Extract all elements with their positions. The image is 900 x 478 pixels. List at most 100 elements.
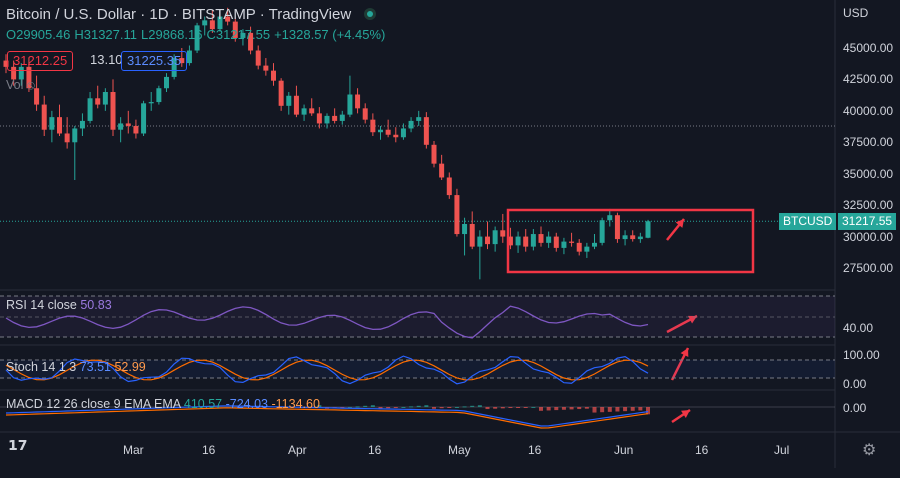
candle-body <box>607 215 613 221</box>
macd-histogram-bar <box>409 406 414 408</box>
buy-price-button[interactable]: 31225.35 <box>121 51 188 71</box>
candle-body <box>439 163 445 178</box>
macd-histogram-bar <box>638 407 643 411</box>
candle-body <box>240 32 246 38</box>
macd-legend[interactable]: MACD 12 26 close 9 EMA EMA 410.57 -724.0… <box>6 397 320 411</box>
candle-body <box>118 123 124 130</box>
macd-histogram-bar <box>500 407 505 409</box>
candle-body <box>87 98 93 121</box>
time-tick-label: Jun <box>614 443 634 457</box>
price-tick-label: 37500.00 <box>843 135 894 150</box>
candle-body <box>378 129 383 133</box>
low-value: L29868.16 <box>141 27 203 42</box>
candle-body <box>72 128 78 143</box>
candle-body <box>225 16 231 22</box>
candle-body <box>79 120 85 129</box>
candle-body <box>3 60 9 67</box>
candle-body <box>49 117 55 130</box>
candle-body <box>202 20 208 26</box>
stoch-k-line <box>5 355 649 385</box>
time-tick-label: 16 <box>528 443 542 457</box>
symbol-title[interactable]: Bitcoin / U.S. Dollar · 1D · BITSTAMP · … <box>6 6 352 23</box>
macd-histogram-bar <box>577 407 582 410</box>
candle-body <box>462 224 468 235</box>
candle-body <box>110 92 116 130</box>
macd-histogram-bar <box>600 407 605 413</box>
stoch-band <box>0 360 835 378</box>
candle-body <box>347 94 353 115</box>
time-tick-label: Jul <box>774 443 790 457</box>
last-price-tag: 31217.55 <box>838 213 897 230</box>
candle-body <box>469 224 475 247</box>
symbol-price-tag: BTCUSD <box>779 213 837 230</box>
macd-histogram-bar <box>378 407 383 409</box>
sell-price-button[interactable]: 31212.25 <box>7 51 74 71</box>
macd-histogram-bar <box>462 406 467 408</box>
market-status-icon[interactable] <box>364 8 376 20</box>
candle-body <box>271 70 276 81</box>
macd-histogram-bar <box>447 407 452 408</box>
source-label: TradingView <box>268 6 352 23</box>
macd-histogram-bar <box>592 407 597 413</box>
interval-label: 1D <box>149 6 169 23</box>
candle-body <box>400 128 406 138</box>
macd-signal-value: -1134.60 <box>271 397 320 411</box>
arrowhead <box>688 315 697 324</box>
stoch-axis-bottom: 0.00 <box>843 377 867 391</box>
candle-body <box>186 50 192 64</box>
time-tick-label: Mar <box>123 443 144 457</box>
exchange-label: BITSTAMP <box>181 6 256 23</box>
macd-axis-label: 0.00 <box>843 401 867 415</box>
settings-gear-icon[interactable]: ⚙ <box>862 442 877 459</box>
candle-body <box>515 236 521 246</box>
candle-body <box>546 236 552 243</box>
arrowhead <box>681 410 690 418</box>
candle-body <box>232 21 238 38</box>
time-tick-label: 16 <box>695 443 709 457</box>
candle-body <box>102 92 108 105</box>
candle-body <box>332 115 338 121</box>
macd-histogram-bar <box>370 405 375 407</box>
candle-body <box>309 108 315 114</box>
macd-histogram-bar <box>646 407 650 415</box>
time-tick-label: 16 <box>202 443 216 457</box>
stoch-k-value: 73.51 <box>79 360 111 374</box>
candle-body <box>34 88 40 105</box>
eye-hidden-icon[interactable]: ⦸ <box>26 78 36 92</box>
rsi-legend[interactable]: RSI 14 close 50.83 <box>6 298 112 312</box>
candle-body <box>454 195 460 235</box>
macd-histogram-bar <box>584 407 589 409</box>
candle-body <box>569 241 575 243</box>
candle-body <box>385 129 391 135</box>
candle-body <box>492 230 498 245</box>
candle-body <box>11 66 17 80</box>
volume-label[interactable]: Vol ⦸ <box>6 78 36 92</box>
candle-body <box>278 80 284 106</box>
currency-label[interactable]: USD <box>843 6 869 20</box>
macd-histogram-bar <box>317 405 322 407</box>
arrowhead <box>675 219 684 228</box>
arrowhead <box>680 348 689 357</box>
candle-body <box>324 115 330 124</box>
candle-body <box>255 50 261 66</box>
candle-body <box>599 220 605 243</box>
candle-body <box>408 120 414 129</box>
candle-body <box>248 32 254 51</box>
macd-histogram-bar <box>523 407 528 408</box>
candle-body <box>431 144 437 164</box>
macd-histogram-bar <box>401 407 406 408</box>
stoch-legend[interactable]: Stoch 14 1 3 73.51 52.99 <box>6 360 146 374</box>
tradingview-logo-icon[interactable]: 𝟭𝟳 <box>8 437 28 453</box>
symbol-name: Bitcoin / U.S. Dollar <box>6 6 137 23</box>
time-tick-label: 16 <box>368 443 382 457</box>
candle-body <box>141 103 147 134</box>
candle-body <box>485 236 490 245</box>
macd-histogram-bar <box>470 405 475 407</box>
macd-histogram-bar <box>630 407 635 411</box>
macd-histogram-bar <box>439 407 444 409</box>
macd-line-value: -724.03 <box>225 397 268 411</box>
candle-body <box>133 125 139 134</box>
macd-histogram-bar <box>393 407 398 408</box>
macd-histogram-bar <box>615 407 620 412</box>
